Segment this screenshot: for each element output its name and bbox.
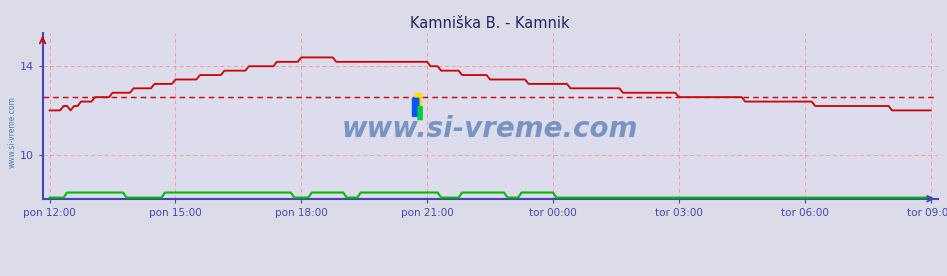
Text: www.si-vreme.com: www.si-vreme.com bbox=[342, 115, 638, 143]
Title: Kamniška B. - Kamnik: Kamniška B. - Kamnik bbox=[410, 15, 570, 31]
Text: ▌: ▌ bbox=[411, 98, 426, 117]
Text: ▐: ▐ bbox=[406, 93, 421, 112]
Text: www.si-vreme.com: www.si-vreme.com bbox=[8, 97, 17, 168]
Text: ▐: ▐ bbox=[411, 105, 422, 120]
